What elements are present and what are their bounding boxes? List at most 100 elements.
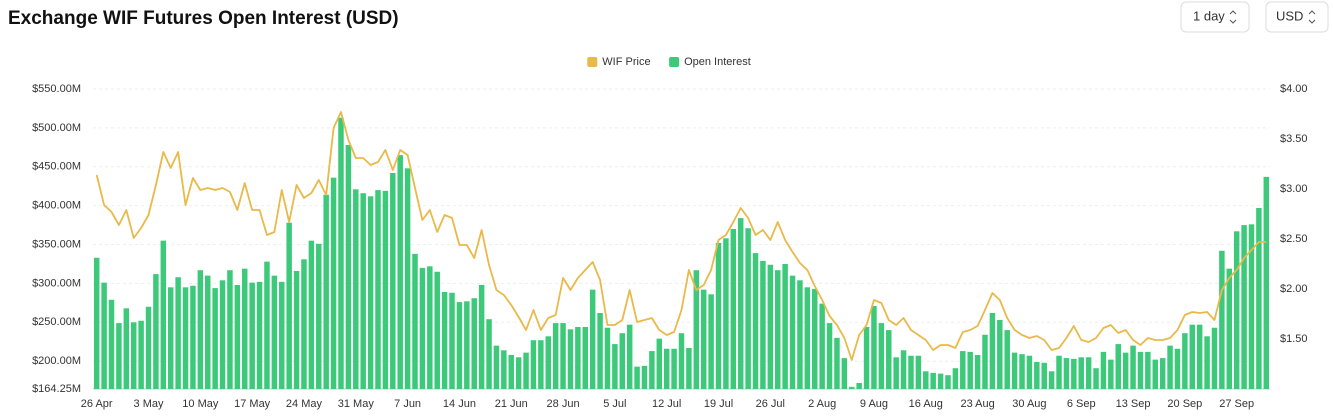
y2-tick-label: $2.00 (1280, 283, 1308, 295)
x-tick-label: 20 Sep (1167, 398, 1202, 410)
bar (264, 261, 270, 389)
bar (486, 319, 492, 389)
x-tick-label: 14 Jun (443, 398, 476, 410)
bar (242, 268, 248, 389)
x-tick-label: 10 May (182, 398, 219, 410)
bar (745, 228, 751, 389)
bar (338, 117, 344, 389)
bar (1130, 345, 1136, 389)
bar (1226, 268, 1233, 389)
bar (1263, 176, 1270, 389)
bar (923, 371, 929, 389)
x-tick-label: 9 Aug (860, 398, 888, 410)
bar (1174, 348, 1181, 389)
currency-select[interactable]: USD (1265, 1, 1329, 33)
bar (863, 326, 870, 389)
bar (1100, 351, 1107, 389)
bar (523, 352, 529, 389)
bar (412, 253, 418, 389)
bar (974, 354, 981, 389)
bar (182, 287, 189, 389)
x-tick-label: 17 May (234, 398, 271, 410)
bar (1159, 358, 1166, 389)
bar (1167, 345, 1173, 389)
interval-box[interactable] (1180, 1, 1250, 33)
y-tick-label: $250.00M (32, 316, 81, 328)
y2-tick-label: $1.50 (1280, 333, 1308, 345)
bar (316, 243, 322, 389)
bar (116, 323, 122, 389)
bar (1137, 351, 1144, 389)
bar (1041, 362, 1047, 389)
currency-label[interactable]: USD (1276, 8, 1303, 23)
bar (419, 267, 426, 389)
bar (819, 303, 825, 389)
bar (271, 275, 278, 389)
x-tick-label: 7 Jun (394, 398, 421, 410)
bar (856, 382, 862, 389)
bar (1145, 351, 1151, 389)
bar (1256, 207, 1262, 389)
bar (360, 193, 366, 389)
bar (1004, 330, 1010, 389)
x-tick-label: 21 Jun (495, 398, 528, 410)
bar (930, 372, 936, 389)
bar (212, 288, 218, 389)
bar (700, 289, 707, 389)
bar (1063, 358, 1070, 389)
bar (449, 292, 455, 389)
bar (1196, 324, 1203, 389)
bar (552, 323, 559, 389)
bar (789, 275, 796, 389)
bar (826, 323, 833, 389)
bar (1115, 344, 1121, 389)
bar (723, 238, 729, 389)
price-line (95, 111, 1267, 361)
bar (989, 312, 996, 389)
x-tick-label: 26 Jul (756, 398, 785, 410)
bar (293, 270, 300, 389)
bar (1211, 327, 1218, 389)
x-tick-label: 19 Jul (704, 398, 733, 410)
bar (641, 365, 648, 389)
bar (730, 228, 737, 389)
bar (1248, 224, 1255, 389)
bar (960, 351, 966, 389)
bar (1019, 354, 1025, 389)
x-tick-label: 26 Apr (81, 398, 113, 410)
interval-label[interactable]: 1 day (1193, 8, 1225, 23)
bar (849, 386, 855, 389)
y2-tick-label: $4.00 (1280, 83, 1308, 95)
legend-swatch (587, 57, 598, 67)
y-tick-label: $550.00M (32, 83, 81, 95)
y-tick-label: $450.00M (32, 161, 81, 173)
bar (501, 350, 507, 389)
bar (686, 347, 692, 389)
bar (1048, 371, 1055, 389)
bar (1241, 225, 1247, 389)
bar (997, 319, 1003, 389)
bar (545, 336, 551, 389)
bar (234, 284, 241, 389)
bar (1078, 357, 1084, 389)
currency-box[interactable] (1265, 1, 1329, 33)
bar (937, 373, 944, 389)
bar (626, 324, 633, 389)
bar (560, 323, 566, 389)
bar (286, 222, 292, 389)
bar (375, 190, 381, 389)
x-tick-label: 28 Jun (547, 398, 580, 410)
bar (249, 282, 255, 389)
bar (353, 189, 359, 389)
bar (582, 326, 589, 389)
interval-select[interactable]: 1 day (1180, 1, 1250, 33)
x-tick-label: 13 Sep (1116, 398, 1151, 410)
bar (886, 330, 892, 389)
x-tick-label: 5 Jul (603, 398, 626, 410)
bar (782, 263, 788, 389)
bar (967, 351, 973, 389)
y-tick-label: $200.00M (32, 355, 81, 367)
x-tick-label: 16 Aug (909, 398, 943, 410)
